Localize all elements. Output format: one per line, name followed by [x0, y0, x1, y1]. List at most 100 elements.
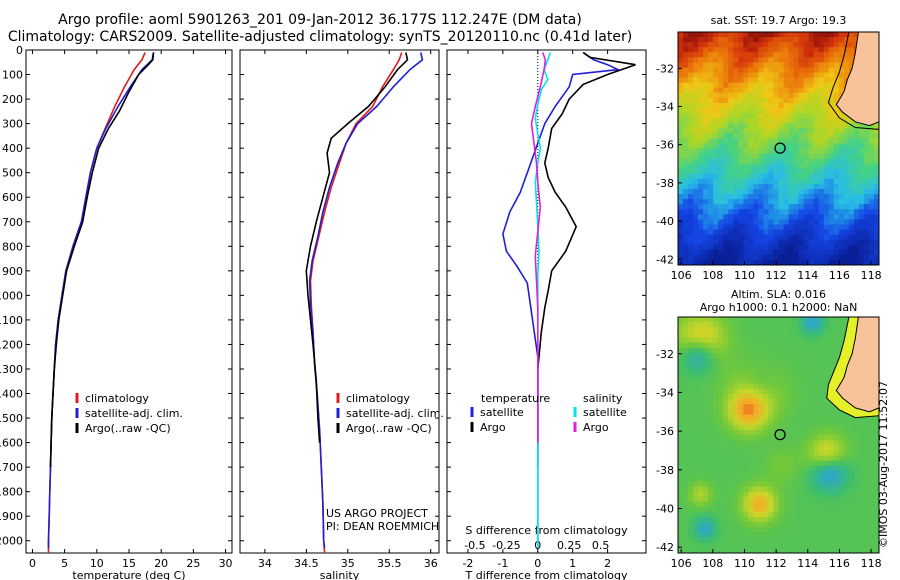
- heatmap-cell: [768, 337, 774, 344]
- heatmap-cell: [678, 532, 684, 539]
- heatmap-cell: [713, 47, 719, 53]
- heatmap-cell: [708, 522, 714, 528]
- heatmap-cell: [848, 239, 855, 246]
- heatmap-cell: [748, 527, 754, 533]
- heatmap-cell: [828, 517, 835, 523]
- heatmap-cell: [693, 128, 699, 134]
- heatmap-cell: [873, 527, 880, 533]
- heatmap-cell: [858, 470, 865, 477]
- heatmap-cell: [763, 527, 769, 533]
- diff-legend-label: satellite: [480, 406, 524, 419]
- heatmap-cell: [758, 107, 764, 114]
- heatmap-cell: [698, 214, 704, 220]
- heatmap-cell: [693, 199, 699, 205]
- heatmap-cell: [823, 32, 830, 38]
- heatmap-cell: [753, 229, 759, 236]
- heatmap-cell: [783, 249, 789, 256]
- heatmap-cell: [698, 234, 704, 241]
- heatmap-cell: [838, 542, 845, 549]
- heatmap-cell: [813, 158, 820, 165]
- heatmap-cell: [733, 511, 739, 518]
- heatmap-cell: [833, 424, 840, 431]
- heatmap-cell: [803, 332, 810, 338]
- heatmap-cell: [683, 254, 689, 261]
- heatmap-cell: [793, 383, 800, 390]
- heatmap-cell: [798, 511, 805, 518]
- heatmap-cell: [768, 429, 774, 436]
- heatmap-cell: [783, 77, 789, 84]
- heatmap-cell: [768, 383, 774, 390]
- heatmap-cell: [683, 332, 689, 338]
- heatmap-cell: [718, 37, 724, 43]
- heatmap-cell: [838, 460, 845, 467]
- heatmap-cell: [703, 491, 709, 497]
- heatmap-cell: [823, 347, 830, 354]
- diff-legend-label: Argo: [583, 421, 609, 434]
- x-tick-label: -1: [497, 557, 508, 570]
- heatmap-cell: [723, 404, 729, 410]
- heatmap-cell: [713, 143, 719, 149]
- heatmap-cell: [698, 368, 704, 374]
- heatmap-cell: [838, 148, 845, 154]
- heatmap-cell: [738, 118, 744, 124]
- heatmap-cell: [753, 163, 759, 170]
- heatmap-cell: [853, 517, 860, 523]
- heatmap-cell: [773, 460, 779, 467]
- heatmap-cell: [768, 352, 774, 359]
- heatmap-cell: [778, 404, 784, 410]
- heatmap-cell: [783, 522, 789, 528]
- heatmap-cell: [718, 62, 724, 68]
- heatmap-cell: [793, 470, 800, 477]
- heatmap-cell: [718, 204, 724, 210]
- heatmap-cell: [868, 204, 875, 210]
- heatmap-cell: [738, 77, 744, 84]
- heatmap-cell: [773, 57, 779, 63]
- heatmap-cell: [688, 470, 694, 477]
- heatmap-cell: [808, 414, 815, 421]
- heatmap-cell: [738, 239, 744, 246]
- heatmap-cell: [848, 224, 855, 230]
- heatmap-cell: [823, 138, 830, 144]
- heatmap-cell: [733, 537, 739, 544]
- heatmap-cell: [818, 506, 825, 513]
- heatmap-cell: [693, 163, 699, 170]
- heatmap-cell: [793, 486, 800, 492]
- heatmap-cell: [868, 219, 875, 225]
- heatmap-cell: [853, 189, 860, 195]
- heatmap-cell: [728, 32, 734, 38]
- heatmap-cell: [868, 517, 875, 523]
- heatmap-cell: [788, 470, 794, 477]
- heatmap-cell: [788, 143, 794, 149]
- heatmap-cell: [723, 342, 729, 349]
- heatmap-cell: [683, 404, 689, 410]
- heatmap-cell: [718, 450, 724, 456]
- s-tick-label: -0.25: [492, 539, 520, 552]
- heatmap-cell: [863, 214, 870, 220]
- heatmap-cell: [798, 209, 805, 215]
- heatmap-cell: [853, 158, 860, 165]
- heatmap-cell: [718, 470, 724, 477]
- heatmap-cell: [763, 532, 769, 539]
- heatmap-cell: [693, 414, 699, 421]
- heatmap-cell: [778, 511, 784, 518]
- temperature-legend-label: Argo(..raw -QC): [85, 422, 171, 435]
- heatmap-cell: [713, 254, 719, 261]
- heatmap-cell: [778, 332, 784, 338]
- heatmap-cell: [858, 486, 865, 492]
- heatmap-cell: [803, 440, 810, 446]
- heatmap-cell: [768, 209, 774, 215]
- heatmap-cell: [803, 189, 810, 195]
- heatmap-cell: [828, 347, 835, 354]
- heatmap-cell: [683, 138, 689, 144]
- heatmap-cell: [783, 133, 789, 139]
- heatmap-cell: [778, 476, 784, 482]
- heatmap-cell: [743, 383, 749, 390]
- heatmap-cell: [718, 153, 724, 160]
- heatmap-cell: [803, 97, 810, 104]
- y-tick-label: 200: [2, 93, 23, 106]
- map-y-tick-label: -34: [656, 100, 674, 113]
- heatmap-cell: [823, 460, 830, 467]
- heatmap-cell: [798, 199, 805, 205]
- heatmap-cell: [768, 102, 774, 109]
- heatmap-cell: [808, 42, 815, 48]
